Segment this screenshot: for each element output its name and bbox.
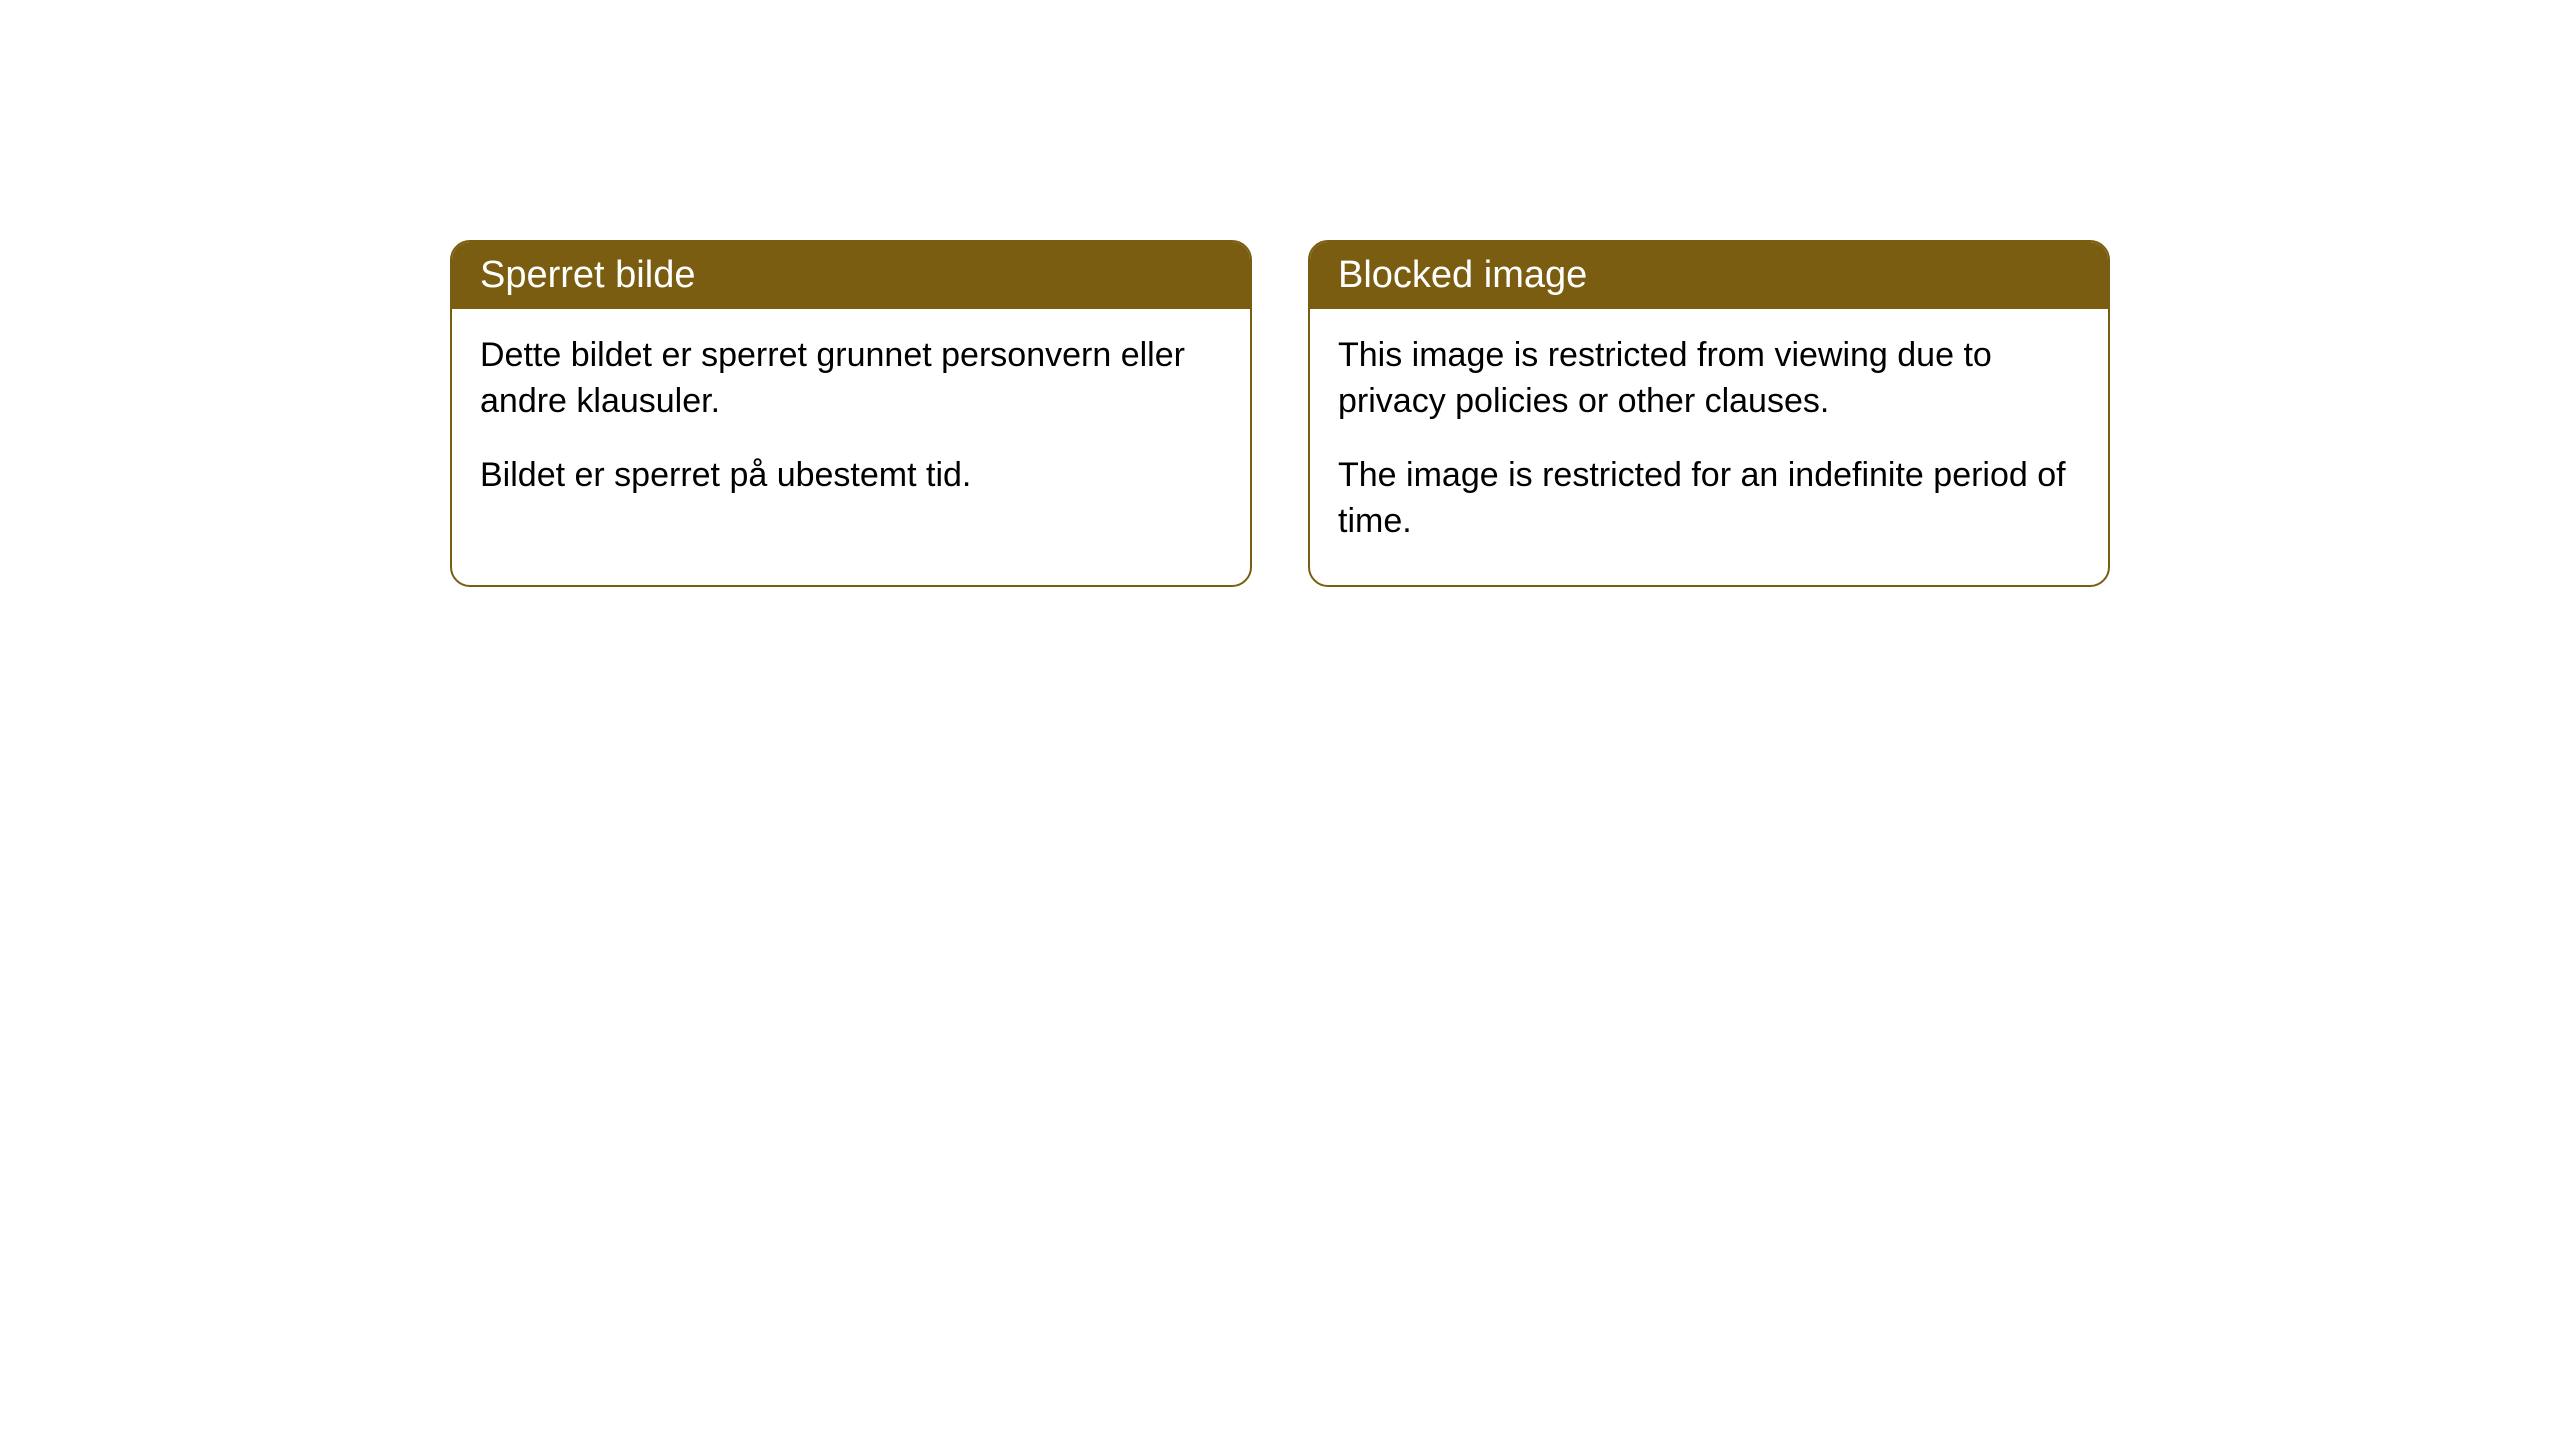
blocked-image-card-english: Blocked image This image is restricted f…: [1308, 240, 2110, 587]
card-paragraph: Dette bildet er sperret grunnet personve…: [480, 333, 1222, 425]
card-title: Blocked image: [1338, 254, 1587, 296]
card-paragraph: Bildet er sperret på ubestemt tid.: [480, 453, 1222, 499]
card-header: Blocked image: [1310, 242, 2108, 309]
card-header: Sperret bilde: [452, 242, 1250, 309]
card-paragraph: This image is restricted from viewing du…: [1338, 333, 2080, 425]
card-body: This image is restricted from viewing du…: [1310, 309, 2108, 585]
blocked-image-card-norwegian: Sperret bilde Dette bildet er sperret gr…: [450, 240, 1252, 587]
card-paragraph: The image is restricted for an indefinit…: [1338, 453, 2080, 545]
card-title: Sperret bilde: [480, 254, 695, 296]
card-body: Dette bildet er sperret grunnet personve…: [452, 309, 1250, 539]
cards-container: Sperret bilde Dette bildet er sperret gr…: [450, 240, 2110, 587]
